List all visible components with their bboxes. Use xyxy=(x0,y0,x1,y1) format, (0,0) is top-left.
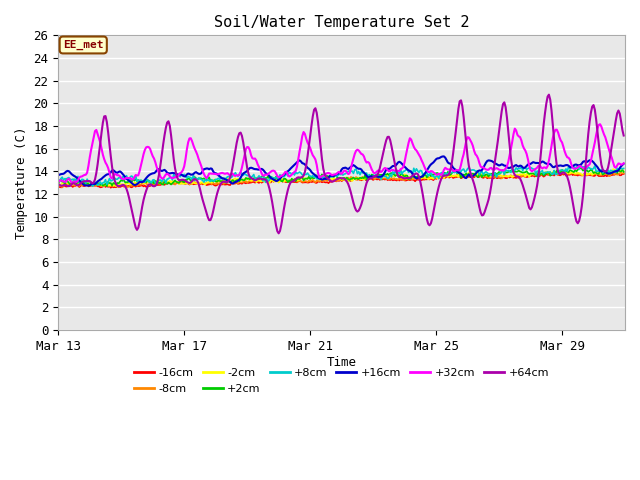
Legend: -16cm, -8cm, -2cm, +2cm, +8cm, +16cm, +32cm, +64cm: -16cm, -8cm, -2cm, +2cm, +8cm, +16cm, +3… xyxy=(130,364,554,398)
Text: EE_met: EE_met xyxy=(63,40,104,50)
Y-axis label: Temperature (C): Temperature (C) xyxy=(15,127,28,239)
X-axis label: Time: Time xyxy=(326,356,356,369)
Title: Soil/Water Temperature Set 2: Soil/Water Temperature Set 2 xyxy=(214,15,469,30)
